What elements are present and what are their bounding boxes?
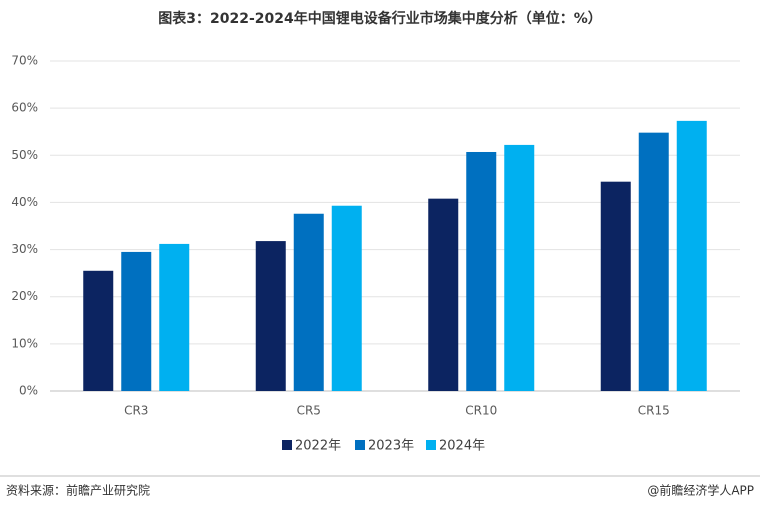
y-tick-label: 50% <box>11 148 38 162</box>
credit: @前瞻经济学人APP <box>647 483 754 498</box>
bar <box>600 181 631 391</box>
chart-title: 图表3：2022-2024年中国锂电设备行业市场集中度分析（单位：%） <box>158 10 602 27</box>
bar <box>83 270 114 391</box>
y-tick-label: 30% <box>11 242 38 256</box>
legend-swatch <box>426 440 436 450</box>
x-tick-label: CR5 <box>297 404 321 418</box>
y-tick-label: 40% <box>11 195 38 209</box>
y-tick-label: 20% <box>11 289 38 303</box>
legend-label: 2024年 <box>439 439 485 454</box>
x-tick-label: CR15 <box>638 404 670 418</box>
legend-label: 2023年 <box>368 439 414 454</box>
y-tick-label: 0% <box>19 384 38 398</box>
bar <box>255 241 286 391</box>
bar <box>466 151 497 391</box>
bar <box>121 251 152 391</box>
x-tick-label: CR3 <box>124 404 148 418</box>
y-tick-label: 60% <box>11 101 38 115</box>
bar <box>428 198 459 391</box>
x-tick-label: CR10 <box>465 404 497 418</box>
bar <box>293 213 324 391</box>
bar <box>504 144 535 391</box>
bar <box>159 243 190 391</box>
legend-swatch <box>355 440 365 450</box>
y-tick-label: 10% <box>11 336 38 350</box>
bar <box>638 132 669 391</box>
bar <box>676 120 707 391</box>
y-tick-label: 70% <box>11 54 38 68</box>
legend-label: 2022年 <box>295 439 341 454</box>
source: 资料来源：前瞻产业研究院 <box>6 483 150 498</box>
legend-swatch <box>282 440 292 450</box>
bar <box>331 205 362 391</box>
